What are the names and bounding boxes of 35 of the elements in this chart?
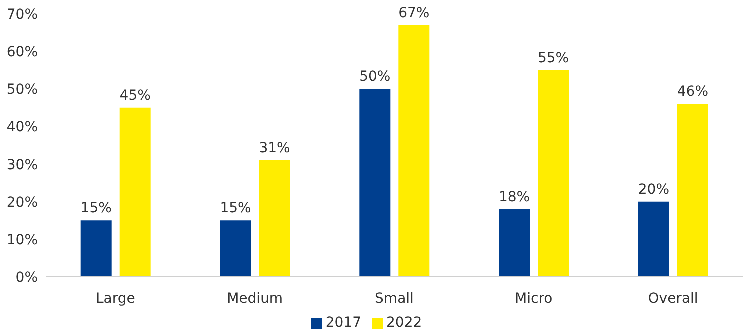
x-tick-label: Overall — [648, 290, 698, 307]
y-tick-label: 0% — [16, 270, 38, 286]
data-label: 46% — [677, 84, 709, 100]
data-label: 15% — [80, 200, 112, 217]
bar — [120, 108, 151, 277]
data-label: 18% — [498, 189, 530, 206]
bar — [499, 209, 530, 277]
bar — [638, 202, 670, 277]
data-label: 50% — [360, 69, 391, 86]
x-tick-label: Large — [96, 290, 136, 307]
bar — [538, 70, 570, 277]
x-tick-label: Micro — [515, 290, 553, 307]
y-tick-label: 50% — [6, 82, 38, 98]
data-label: 15% — [220, 200, 252, 217]
data-label: 55% — [538, 50, 570, 66]
y-tick-label: 10% — [6, 232, 38, 248]
x-tick-label: Small — [375, 290, 414, 307]
bar — [360, 89, 391, 277]
bar — [259, 160, 290, 277]
legend-label: 2022 — [386, 315, 422, 331]
legend-label: 2017 — [326, 315, 362, 331]
bar — [220, 220, 252, 277]
data-label: 31% — [259, 140, 290, 157]
data-label: 20% — [638, 182, 670, 198]
y-tick-label: 40% — [6, 120, 38, 136]
bar — [398, 25, 430, 277]
bar — [677, 104, 708, 277]
bar — [80, 220, 112, 277]
y-tick-label: 70% — [6, 6, 38, 23]
data-label: 67% — [398, 5, 430, 22]
y-tick-label: 20% — [6, 194, 38, 211]
data-label: 45% — [120, 88, 151, 104]
y-tick-label: 60% — [6, 44, 38, 61]
x-tick-label: Medium — [227, 290, 284, 307]
y-tick-label: 30% — [6, 157, 38, 174]
